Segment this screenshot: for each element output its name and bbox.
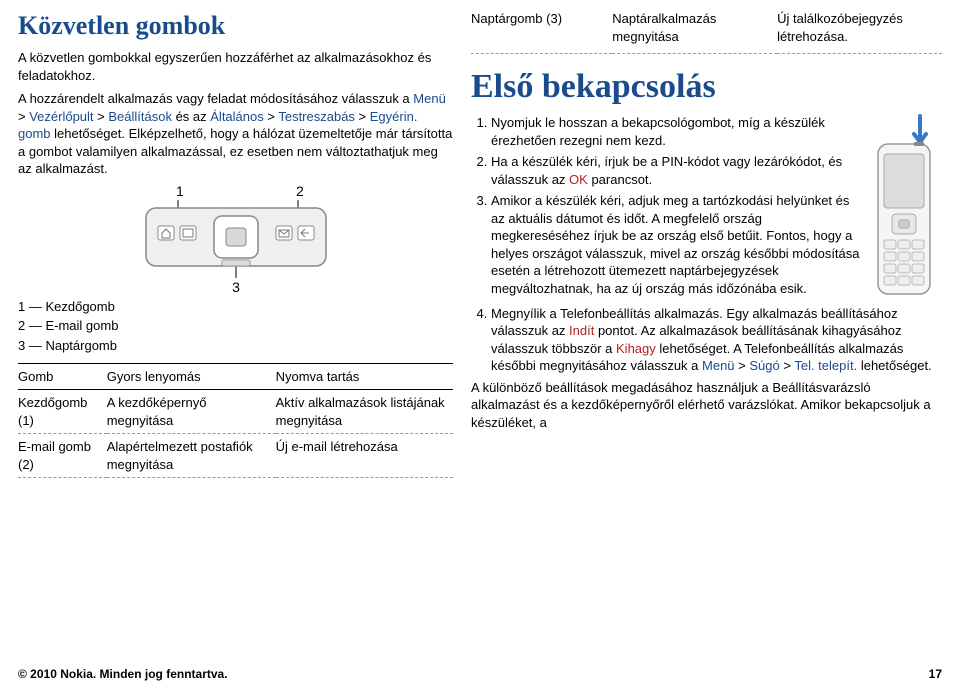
assign-paragraph: A hozzárendelt alkalmazás vagy feladat m… [18,90,453,178]
buttons-table: Gomb Gyors lenyomás Nyomva tartás Kezdőg… [18,363,453,479]
table-header: Nyomva tartás [276,363,453,390]
keypad-diagram: 1 2 3 [18,184,453,294]
section-title-left: Közvetlen gombok [18,8,453,43]
page-number: 17 [929,666,942,682]
calendar-button-table: Naptárgomb (3) Naptáralkalmazás megnyitá… [471,8,942,54]
steps-list: Nyomjuk le hosszan a bekapcsológombot, m… [471,114,862,297]
steps-list-cont: Megnyílik a Telefonbeállítás alkalmazás.… [471,305,942,375]
table-row: Kezdőgomb (1) A kezdőképernyő megnyitása… [18,390,453,434]
table-header: Gyors lenyomás [107,363,276,390]
list-item: Ha a készülék kéri, írjuk be a PIN-kódot… [491,153,862,188]
table-row: Naptárgomb (3) Naptáralkalmazás megnyitá… [471,8,942,54]
keypad-legend: 1 — Kezdőgomb 2 — E-mail gomb 3 — Naptár… [18,298,453,355]
list-item: Megnyílik a Telefonbeállítás alkalmazás.… [491,305,942,375]
intro-paragraph: A közvetlen gombokkal egyszerűen hozzáfé… [18,49,453,84]
svg-text:1: 1 [176,184,184,199]
svg-text:3: 3 [232,279,240,294]
list-item: Nyomjuk le hosszan a bekapcsológombot, m… [491,114,862,149]
section-title-right: Első bekapcsolás [471,64,942,110]
copyright-text: © 2010 Nokia. Minden jog fenntartva. [18,666,228,682]
table-row: E-mail gomb (2) Alapértelmezett postafió… [18,434,453,478]
svg-text:2: 2 [296,184,304,199]
tail-paragraph: A különböző beállítások megadásához hasz… [471,379,942,432]
phone-illustration [870,114,942,309]
list-item: Amikor a készülék kéri, adjuk meg a tart… [491,192,862,297]
table-header: Gomb [18,363,107,390]
